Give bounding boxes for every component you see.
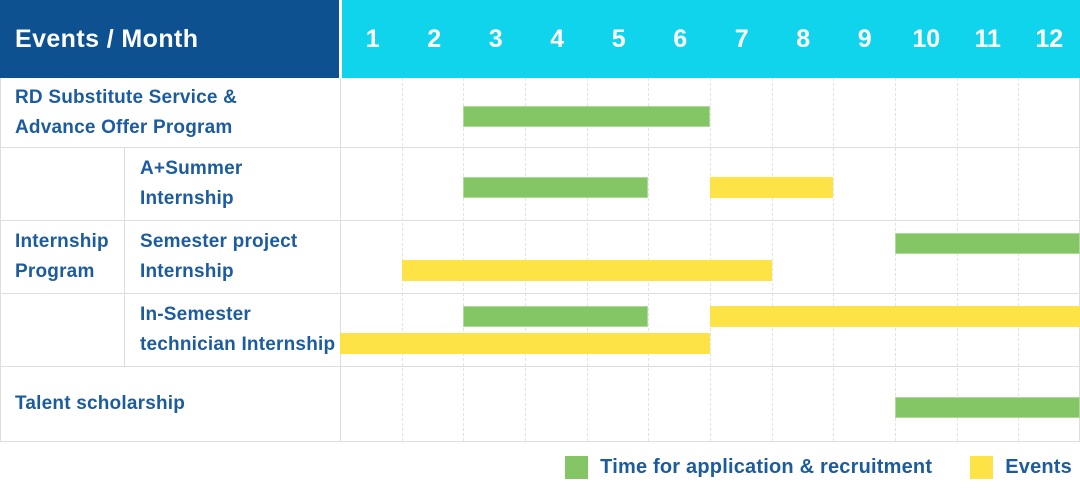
row-label: In-Semester technician Internship [140, 293, 335, 366]
row-label: Semester project Internship [140, 220, 297, 293]
row-label-line: technician Internship [140, 333, 336, 355]
row-divider-line [0, 366, 1080, 367]
row-label-line: Internship [140, 187, 234, 209]
gantt-bar-yellow [710, 305, 1080, 327]
month-header-9: 9 [857, 24, 872, 53]
row-divider-line [0, 147, 1080, 148]
row-label-line: Semester project [140, 230, 298, 252]
month-header-12: 12 [1035, 24, 1064, 53]
table-border-line [0, 78, 1, 441]
month-header-2: 2 [427, 24, 442, 53]
green-legend-swatch [565, 455, 589, 479]
legend-label: Events [1005, 455, 1072, 478]
row-label-line: RD Substitute Service & [15, 86, 238, 108]
month-header-7: 7 [734, 24, 749, 53]
gantt-bar-yellow [340, 332, 710, 354]
row-label-line: In-Semester [140, 303, 251, 325]
events-month-header: Events / Month [0, 0, 339, 78]
row-divider-line [0, 293, 1080, 294]
row-label: Talent scholarship [15, 366, 185, 441]
month-header-5: 5 [611, 24, 626, 53]
month-grid-line [771, 78, 773, 441]
group-label-internship-program: Internship Program [15, 147, 109, 366]
legend-item: Events [970, 455, 1072, 479]
gantt-bar-green [895, 397, 1080, 418]
month-header-4: 4 [550, 24, 565, 53]
legend: Time for application & recruitment Events [0, 449, 1072, 485]
yellow-legend-swatch [970, 455, 994, 479]
table-border-line [340, 78, 341, 441]
row-divider-line [0, 441, 1080, 442]
month-header-3: 3 [488, 24, 503, 53]
month-grid-line [956, 78, 958, 441]
month-header-11: 11 [974, 24, 1001, 53]
events-month-title: Events / Month [15, 24, 199, 53]
month-header-8: 8 [796, 24, 811, 53]
gantt-bar-green [463, 305, 649, 327]
row-label: RD Substitute Service & Advance Offer Pro… [15, 78, 237, 147]
row-label-line: Advance Offer Program [15, 116, 233, 138]
row-divider-line [0, 220, 1080, 221]
month-header-row: 1 2 3 4 5 6 7 8 9 10 11 12 [342, 0, 1080, 78]
gantt-bar-yellow [710, 177, 834, 198]
gantt-bar-green [463, 106, 710, 127]
group-label-line: Internship [15, 230, 109, 252]
legend-item: Time for application & recruitment [565, 455, 933, 479]
group-divider-line [124, 147, 125, 366]
month-grid-line [1018, 78, 1020, 441]
group-label-line: Program [15, 260, 95, 282]
month-header-6: 6 [673, 24, 688, 53]
row-label-line: Talent scholarship [15, 392, 186, 414]
month-header-10: 10 [912, 24, 941, 53]
month-grid-line [833, 78, 835, 441]
row-label: A+Summer Internship [140, 147, 242, 220]
legend-label: Time for application & recruitment [600, 455, 933, 478]
gantt-bar-green [895, 232, 1080, 254]
row-label-line: Internship [140, 260, 234, 282]
gantt-bar-green [463, 177, 649, 198]
gantt-bar-yellow [401, 259, 772, 281]
row-label-line: A+Summer [140, 157, 243, 179]
month-header-1: 1 [365, 24, 380, 53]
month-grid-line [895, 78, 896, 441]
